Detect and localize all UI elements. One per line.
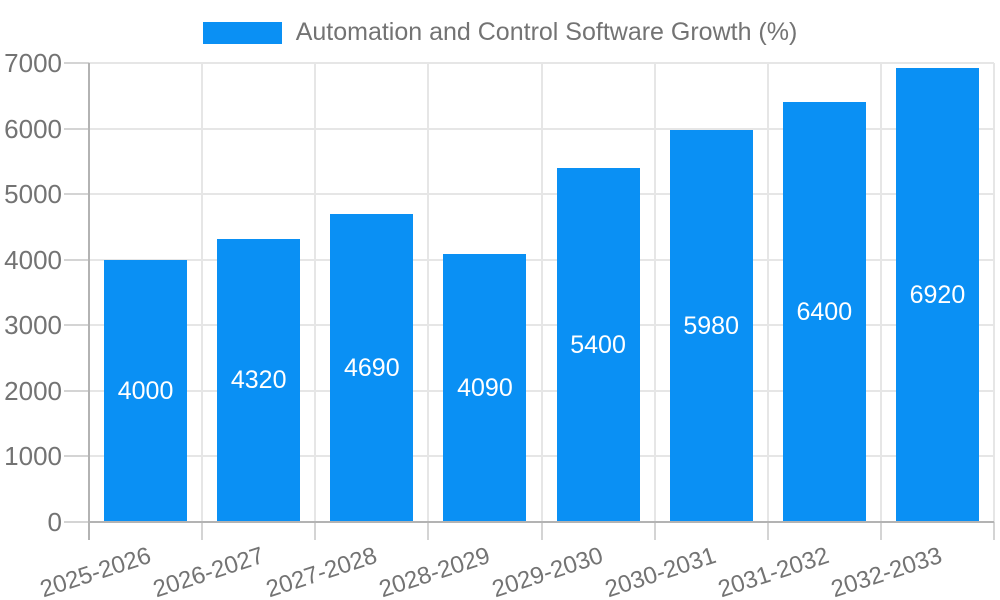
y-axis-tick	[64, 62, 89, 64]
y-tick-label: 6000	[4, 113, 62, 144]
v-gridline	[314, 63, 317, 522]
x-axis-tick	[540, 522, 543, 540]
y-tick-label: 5000	[4, 179, 62, 210]
y-tick-label: 3000	[4, 310, 62, 341]
v-gridline	[540, 63, 543, 522]
y-axis-tick	[64, 258, 89, 261]
v-gridline	[653, 63, 656, 522]
v-gridline	[993, 63, 995, 522]
v-gridline	[766, 63, 769, 522]
legend[interactable]: Automation and Control Software Growth (…	[0, 18, 1000, 47]
x-axis-tick	[766, 522, 769, 540]
bar[interactable]	[782, 102, 866, 522]
bar-value-label: 5400	[570, 330, 626, 359]
y-tick-label: 1000	[4, 441, 62, 472]
y-axis-tick	[64, 127, 89, 130]
v-gridline	[427, 63, 430, 522]
legend-label: Automation and Control Software Growth (…	[295, 18, 798, 46]
v-gridline	[879, 63, 882, 522]
y-tick-label: 4000	[4, 244, 62, 275]
bar-value-label: 4690	[344, 354, 400, 383]
bar-value-label: 4320	[230, 366, 287, 395]
x-axis-tick	[879, 522, 882, 540]
bar[interactable]	[330, 214, 414, 522]
bar[interactable]	[556, 167, 640, 522]
bar[interactable]	[217, 238, 301, 522]
y-axis-line	[88, 63, 90, 522]
x-axis-tick	[427, 522, 430, 540]
bar[interactable]	[443, 253, 527, 522]
bar-value-label: 6920	[909, 281, 966, 310]
x-axis-tick	[653, 522, 656, 540]
bar[interactable]	[104, 259, 188, 522]
bar-value-label: 4090	[457, 373, 513, 402]
bar[interactable]	[669, 129, 753, 522]
y-tick-label: 7000	[4, 48, 62, 78]
bar-value-label: 5980	[683, 311, 739, 340]
legend-swatch-icon	[202, 21, 282, 44]
y-axis-tick	[64, 193, 89, 196]
x-axis-tick	[201, 522, 204, 540]
x-axis-tick	[314, 522, 317, 540]
v-gridline	[201, 63, 204, 522]
x-axis-tick	[993, 522, 995, 540]
y-axis-tick	[64, 324, 89, 327]
y-tick-label: 0	[47, 507, 62, 537]
y-tick-label: 2000	[4, 375, 62, 406]
bar-value-label: 6400	[796, 298, 853, 327]
x-axis-line	[89, 521, 994, 523]
y-axis-tick	[64, 389, 89, 392]
y-axis-tick	[64, 521, 89, 523]
y-axis-tick	[64, 455, 89, 458]
bar-value-label: 4000	[117, 376, 174, 405]
x-axis-tick	[88, 522, 90, 540]
bar[interactable]	[895, 68, 979, 522]
